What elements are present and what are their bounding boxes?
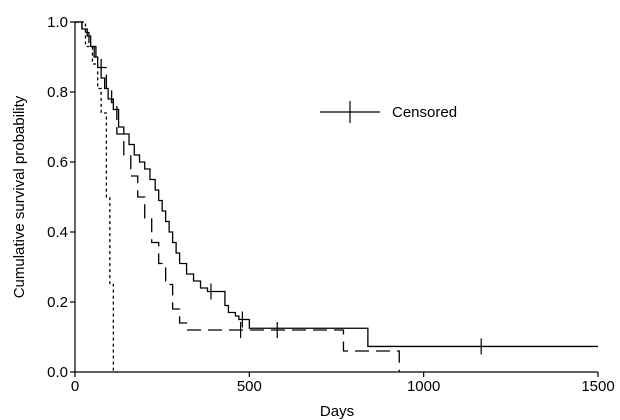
x-axis-title: Days [320,403,354,420]
series-2-line [75,21,400,372]
legend: Censored [320,101,457,123]
x-tick-label: 1000 [407,378,440,395]
plot-area [75,21,598,373]
x-axis-ticks: 0 500 1000 1500 [71,372,615,395]
series-3-line [75,21,119,373]
y-axis-title: Cumulative survival probability [11,95,28,298]
y-tick-label: 0.2 [47,294,68,311]
y-tick-label: 1.0 [47,14,68,31]
x-tick-label: 1500 [581,378,614,395]
y-tick-label: 0.6 [47,154,68,171]
legend-label: Censored [392,104,457,121]
y-axis-ticks: 0.0 0.2 0.4 0.6 0.8 1.0 [47,14,75,381]
series-1-line [75,21,598,348]
y-tick-label: 0.4 [47,224,68,241]
x-tick-label: 500 [237,378,262,395]
x-tick-label: 0 [71,378,79,395]
y-tick-label: 0.0 [47,364,68,381]
y-tick-label: 0.8 [47,84,68,101]
